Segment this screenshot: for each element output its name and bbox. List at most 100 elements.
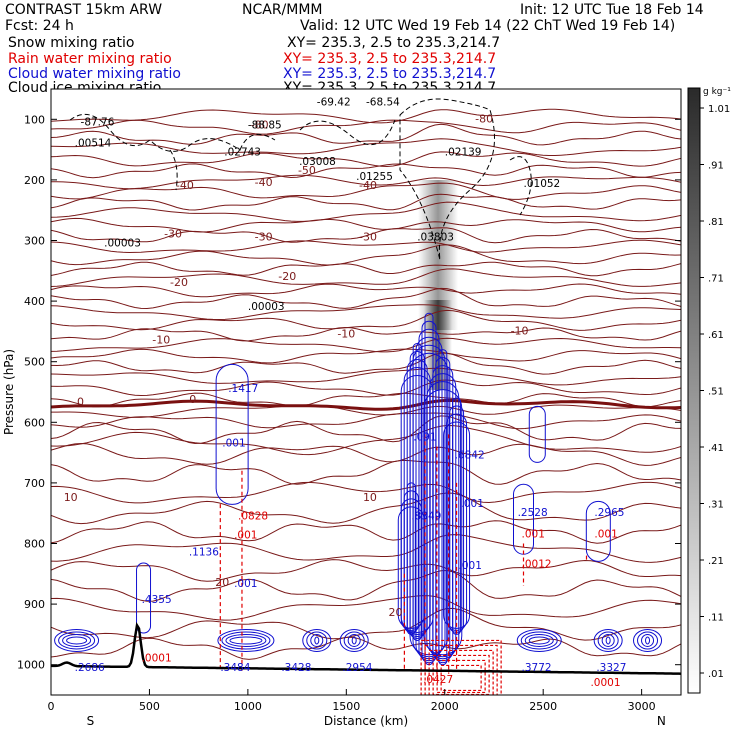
- cloud-water-contour: [528, 405, 546, 463]
- extremum-label: .01052: [524, 178, 561, 190]
- cloud-ice-contour: [169, 149, 178, 191]
- north-label: N: [657, 714, 666, 728]
- temperature-contour-label: -30: [164, 227, 182, 240]
- temperature-contour: [51, 520, 681, 544]
- cloud-ice-contour: [69, 113, 276, 152]
- cloud-water-contour: [412, 344, 446, 658]
- extremum-label: .00003: [104, 238, 141, 250]
- colorbar-tick-label: .41: [708, 443, 724, 454]
- rain-water-contour: [440, 664, 482, 692]
- cloud-water-contour: [601, 633, 615, 647]
- temperature-contour-label: 0: [77, 395, 84, 408]
- extremum-label: .02743: [224, 147, 261, 159]
- cloud-water-contour: [585, 500, 611, 562]
- cloud-water-contour: [229, 636, 263, 645]
- temperature-contour: [51, 404, 681, 418]
- temperature-contour: [51, 442, 681, 466]
- temperature-contour: [51, 217, 681, 233]
- rain-water-contour: [432, 654, 490, 695]
- cloud-water-contour: [429, 373, 457, 660]
- y-tick-label: 300: [24, 235, 45, 248]
- extremum-label: .2686: [75, 662, 105, 674]
- colorbar-tick-label: .51: [708, 387, 724, 398]
- temperature-contour-label: -10: [337, 327, 355, 340]
- rain-mixing-label: Rain water mixing ratio: [8, 51, 172, 67]
- cloud-water-contour: [452, 397, 462, 635]
- temperature-contour-label: -10: [152, 334, 170, 347]
- temperature-contour: [51, 481, 681, 504]
- y-tick-label: 500: [24, 356, 45, 369]
- extremum-label: .6842: [455, 450, 485, 462]
- extremum-label: .001: [594, 528, 617, 540]
- extremum-label: .001: [234, 578, 257, 590]
- temperature-contour: [51, 595, 681, 621]
- extremum-label: .0001: [142, 653, 172, 665]
- temperature-contour: [51, 392, 681, 408]
- temperature-contour: [51, 559, 681, 582]
- cloud-water-contour: [310, 633, 324, 647]
- temperature-contour-label: -30: [359, 231, 377, 244]
- temperature-contour: [51, 193, 681, 211]
- cloud-water-contour: [306, 631, 328, 650]
- temperature-contour-label: -40: [176, 179, 194, 192]
- cloud-water-contour: [597, 631, 619, 650]
- temperature-contour: [51, 569, 681, 602]
- extremum-label: .3772: [522, 662, 552, 674]
- temperature-contour-label: 0: [189, 393, 196, 406]
- rain-water-contour: [424, 644, 498, 695]
- extremum-label: .0001: [590, 677, 620, 689]
- temperature-contour-label: -20: [278, 270, 296, 283]
- extremum-label: .0427: [423, 674, 453, 686]
- temperature-contour: [51, 261, 681, 277]
- colorbar-tick-label: .81: [708, 217, 724, 228]
- temperature-contour: [51, 151, 681, 168]
- cloud-water-contour: [400, 498, 422, 631]
- model-title: CONTRAST 15km ARW: [5, 2, 163, 18]
- temperature-contour-label: -80: [475, 112, 493, 125]
- cloud-water-contour: [520, 631, 558, 650]
- cloud-water-contour: [58, 631, 96, 650]
- cloud-water-contour: [426, 381, 460, 658]
- cloud-water-contour: [443, 421, 471, 629]
- colorbar-bar: [687, 87, 701, 694]
- y-tick-label: 900: [24, 598, 45, 611]
- x-tick-label: 2500: [529, 700, 557, 713]
- temperature-contour: [51, 123, 681, 146]
- temperature-contour: [51, 163, 681, 179]
- y-tick-label: 100: [24, 113, 45, 126]
- forecast-hour: Fcst: 24 h: [5, 18, 74, 34]
- cloud-water-contour: [516, 628, 562, 652]
- cloud-water-contour: [343, 631, 365, 650]
- cloud-water-contour: [54, 628, 100, 652]
- snow-xy-label: XY= 235.3, 2.5 to 235.3,214.7: [287, 35, 501, 51]
- extremum-label: .02139: [445, 147, 482, 159]
- extremum-label: .001: [522, 528, 545, 540]
- temperature-contour: [51, 636, 681, 660]
- cloud-water-contour: [524, 633, 554, 647]
- cloud-water-contour: [406, 482, 416, 635]
- cloud-water-contour: [225, 633, 267, 647]
- temperature-contour-label: -30: [255, 231, 273, 244]
- extremum-label: -69.42: [317, 96, 351, 108]
- extremum-label: -68.54: [366, 96, 400, 108]
- temperature-contour: [51, 309, 681, 331]
- extremum-label: .001: [461, 498, 484, 510]
- temperature-contour: [51, 348, 681, 364]
- temperature-contour: [51, 201, 681, 222]
- terrain-line: [51, 621, 681, 675]
- temperature-contour: [51, 227, 681, 244]
- cloud-water-contour: [62, 633, 92, 647]
- x-tick-label: 3000: [628, 700, 656, 713]
- temperature-contour: [51, 283, 681, 298]
- cloud-water-contour: [528, 636, 550, 645]
- cloud-water-contour: [397, 506, 425, 629]
- cloud-water-contour: [302, 628, 332, 652]
- valid-time: Valid: 12 UTC Wed 19 Feb 14 (22 ChT Wed …: [300, 18, 676, 34]
- extremum-label: .00003: [248, 301, 285, 313]
- temperature-contour: [51, 337, 681, 353]
- y-tick-label: 700: [24, 477, 45, 490]
- plot-frame: [50, 88, 682, 696]
- cloud-water-contour: [633, 628, 663, 652]
- colorbar-tick-label: .61: [708, 330, 724, 341]
